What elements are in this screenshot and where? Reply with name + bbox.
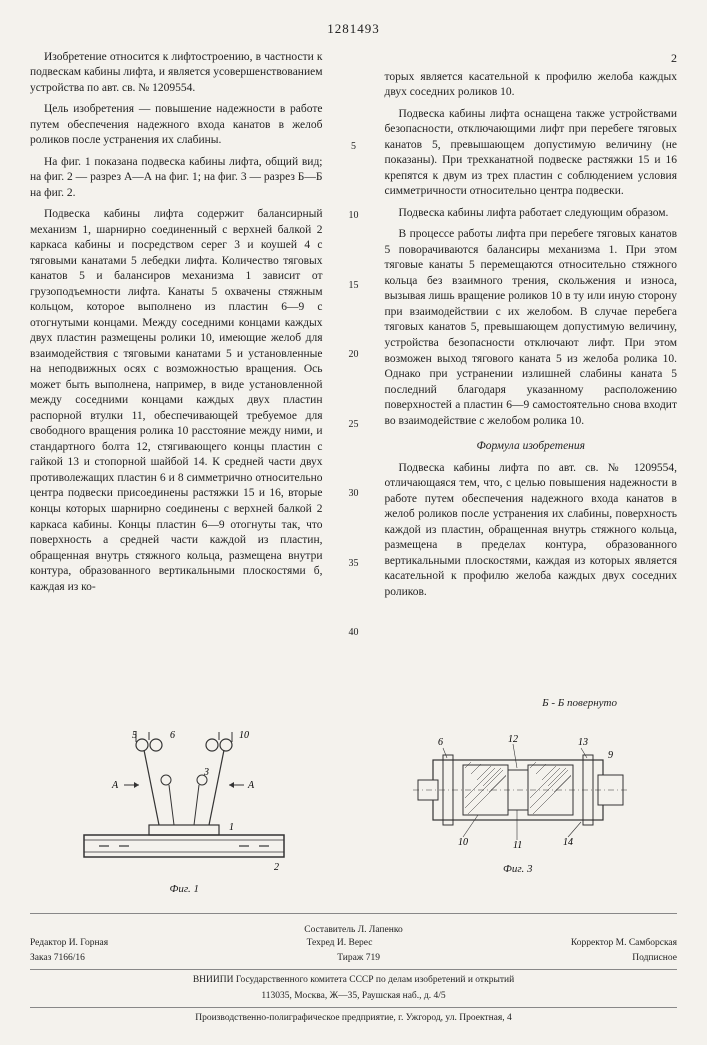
text-columns: Изобретение относится к лифтостроению, в… — [30, 50, 677, 696]
fig1-caption: Фиг. 1 — [74, 882, 294, 897]
figures-row: А А 5 6 10 3 1 2 Фиг. 1 — [40, 730, 667, 897]
footer-tech: Техред И. Верес — [307, 937, 373, 950]
footer-compiler: Составитель Л. Лапенко — [30, 924, 677, 937]
svg-text:11: 11 — [513, 840, 522, 851]
col1-para2: Цель изобретения — повышение надежности … — [30, 102, 323, 149]
svg-text:13: 13 — [578, 737, 588, 748]
col1-para1: Изобретение относится к лифтостроению, в… — [30, 50, 323, 97]
footer-order: Заказ 7166/16 — [30, 952, 85, 965]
formula-heading: Формула изобретения — [385, 439, 678, 455]
line-num: 10 — [349, 209, 359, 223]
svg-text:6: 6 — [170, 730, 175, 741]
svg-text:9: 9 — [608, 750, 613, 761]
line-num: 35 — [349, 557, 359, 571]
col2-para2: Подвеска кабины лифта оснащена также уст… — [385, 107, 678, 200]
svg-text:12: 12 — [508, 734, 518, 745]
svg-text:3: 3 — [203, 767, 209, 778]
footer-tiraj: Тираж 719 — [337, 952, 380, 965]
line-num: 20 — [349, 348, 359, 362]
column-1: Изобретение относится к лифтостроению, в… — [30, 50, 323, 696]
patent-number: 1281493 — [30, 20, 677, 38]
svg-text:1: 1 — [229, 822, 234, 833]
page-number: 2 — [385, 50, 678, 66]
footer-podpisnoe: Подписное — [632, 952, 677, 965]
figure-3: 6 12 13 9 10 11 14 Фиг. 3 — [403, 730, 633, 897]
footer-org1: ВНИИПИ Государственного комитета СССР по… — [30, 974, 677, 987]
fig3-caption: Фиг. 3 — [403, 862, 633, 877]
col1-para3: На фиг. 1 показана подвеска кабины лифта… — [30, 155, 323, 202]
svg-text:6: 6 — [438, 737, 443, 748]
fig3-annotation: Б - Б повернуто — [30, 696, 617, 711]
col1-para4: Подвеска кабины лифта содержит балансирн… — [30, 207, 323, 595]
line-num: 40 — [349, 626, 359, 640]
col2-para3: Подвеска кабины лифта работает следующим… — [385, 206, 678, 222]
svg-text:2: 2 — [274, 862, 279, 873]
column-2: 2 торых является касательной к профилю ж… — [385, 50, 678, 696]
figure-1: А А 5 6 10 3 1 2 Фиг. 1 — [74, 730, 294, 897]
line-num: 15 — [349, 279, 359, 293]
footer-org3: Производственно-полиграфическое предприя… — [30, 1012, 677, 1025]
svg-text:5: 5 — [132, 730, 137, 741]
col2-para1: торых является касательной к профилю жел… — [385, 70, 678, 101]
line-numbers: 5 10 15 20 25 30 35 40 — [345, 50, 363, 696]
line-num: 5 — [351, 140, 356, 154]
line-num: 30 — [349, 487, 359, 501]
svg-text:А: А — [111, 780, 119, 791]
footer-org2: 113035, Москва, Ж—35, Раушская наб., д. … — [30, 990, 677, 1003]
svg-text:14: 14 — [563, 837, 573, 848]
svg-text:10: 10 — [458, 837, 468, 848]
fig3-svg: 6 12 13 9 10 11 14 — [403, 730, 633, 860]
fig1-svg: А А 5 6 10 3 1 2 — [74, 730, 294, 880]
line-num: 25 — [349, 418, 359, 432]
svg-text:А: А — [247, 780, 255, 791]
footer: Составитель Л. Лапенко Редактор И. Горна… — [30, 913, 677, 1025]
footer-corrector: Корректор М. Самборская — [571, 937, 677, 950]
footer-editor: Редактор И. Горная — [30, 937, 108, 950]
col2-para4: В процессе работы лифта при перебеге тяг… — [385, 227, 678, 429]
formula-text: Подвеска кабины лифта по авт. св. № 1209… — [385, 461, 678, 601]
svg-text:10: 10 — [239, 730, 249, 741]
